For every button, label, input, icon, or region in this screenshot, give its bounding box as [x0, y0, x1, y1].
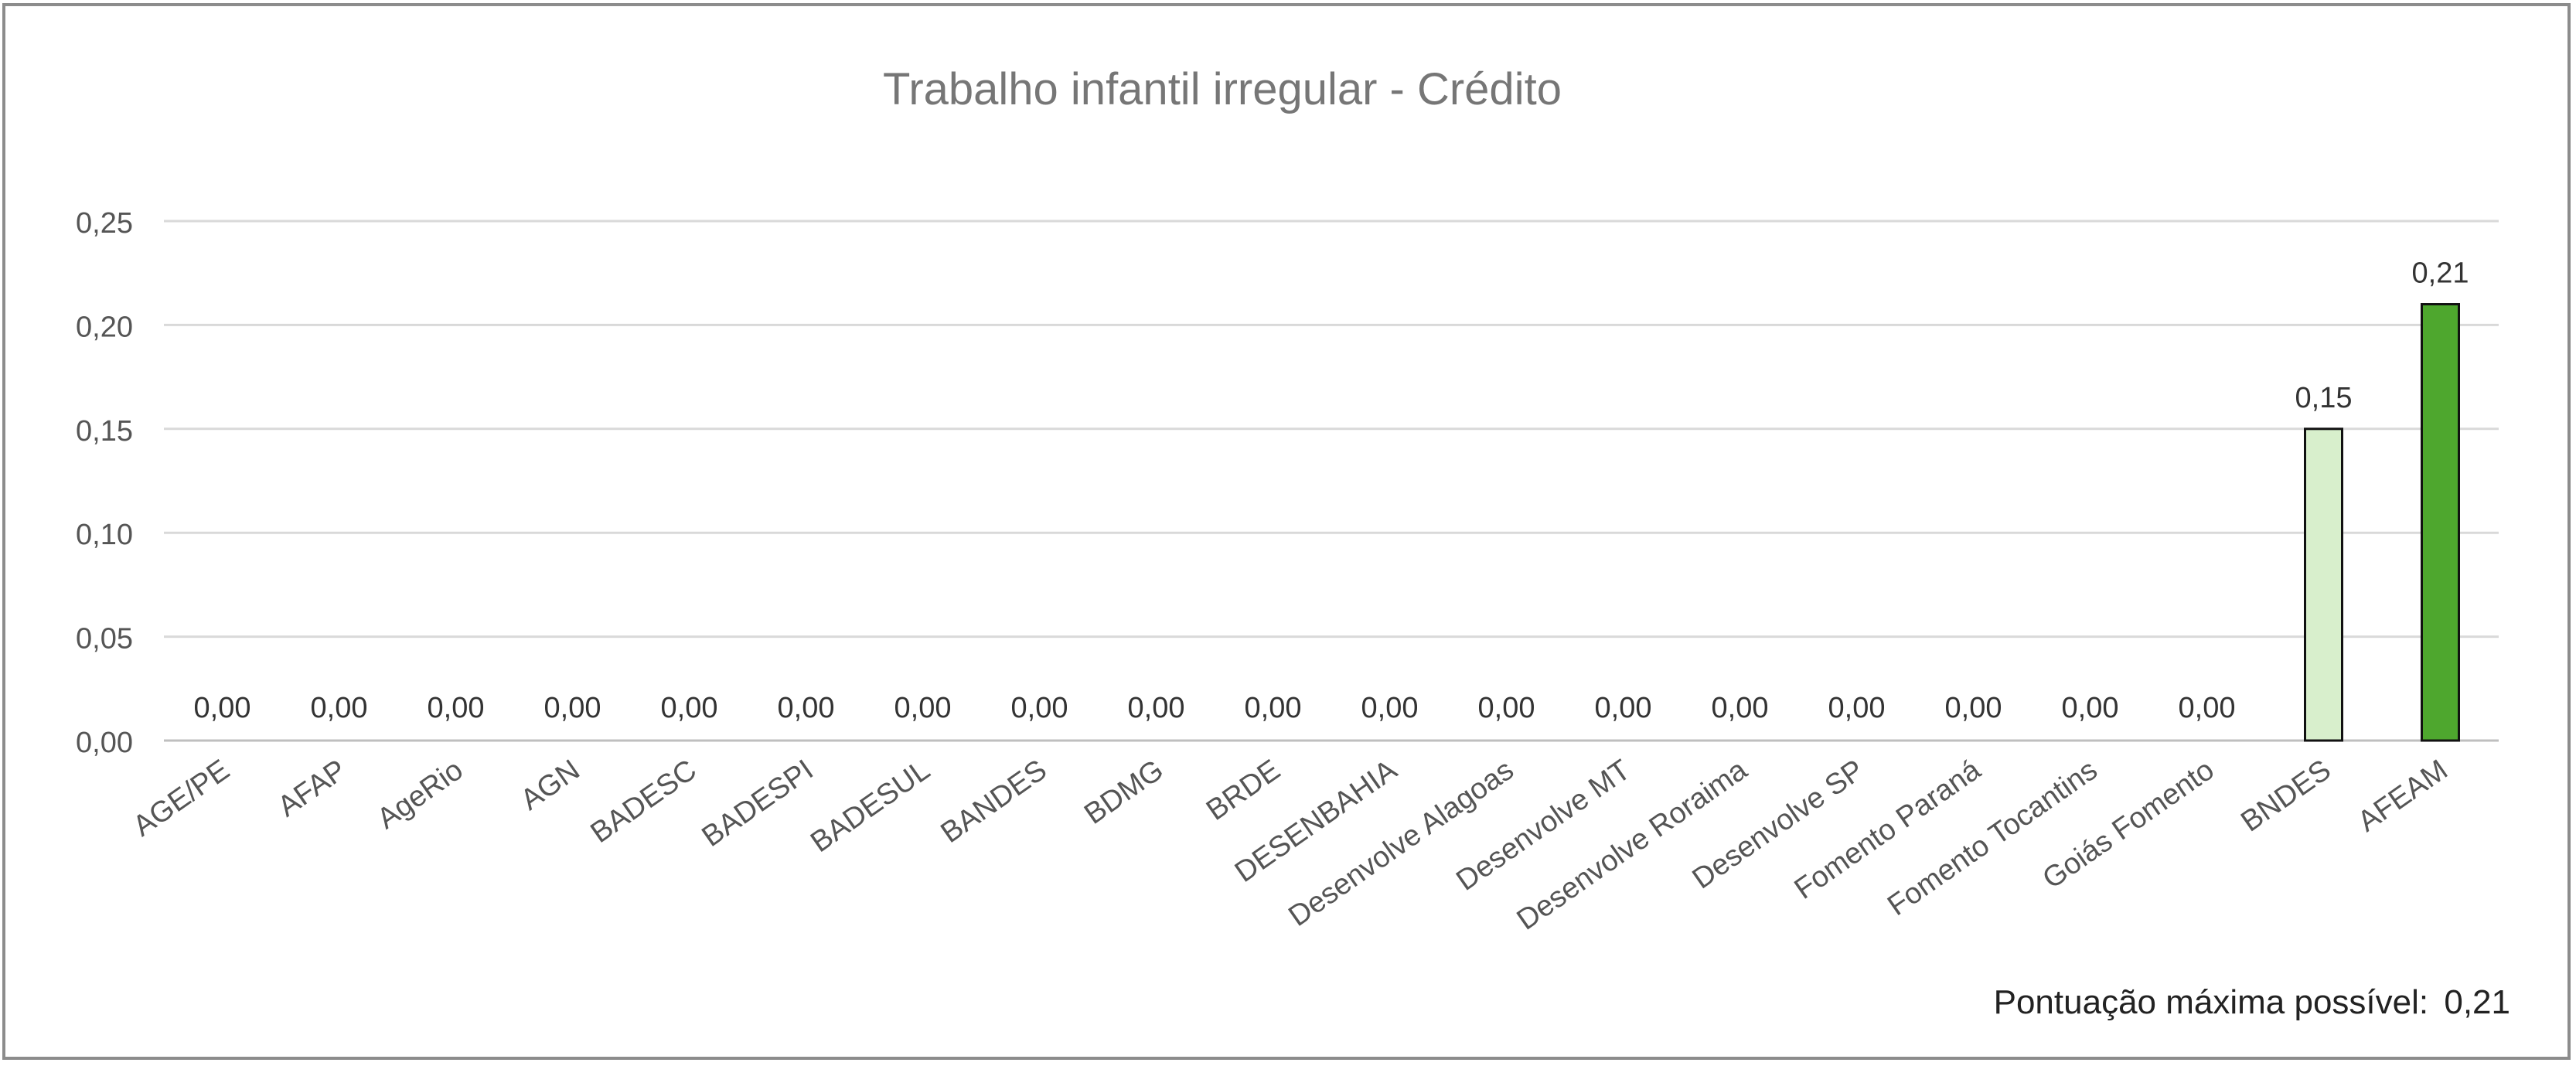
x-tick-label: BADESUL [805, 754, 935, 859]
data-label: 0,00 [428, 692, 485, 724]
data-label: 0,00 [1945, 692, 2002, 724]
y-tick-label: 0,05 [76, 623, 133, 656]
y-tick-label: 0,25 [76, 207, 133, 240]
data-label: 0,00 [1361, 692, 1419, 724]
data-label: 0,00 [194, 692, 251, 724]
data-label: 0,00 [2179, 692, 2236, 724]
max-score-label: Pontuação máxima possível: [1993, 983, 2429, 1021]
data-label: 0,00 [2062, 692, 2119, 724]
y-tick-label: 0,20 [76, 311, 133, 343]
data-label: 0,00 [1011, 692, 1068, 724]
data-label: 0,15 [2295, 382, 2353, 414]
x-tick-label: Fomento Tocantins [1882, 754, 2104, 922]
data-label: 0,00 [544, 692, 601, 724]
x-tick-label: AFAP [272, 754, 353, 823]
max-score-value: 0,21 [2444, 983, 2510, 1021]
max-score-note: Pontuação máxima possível: 0,21 [1988, 983, 2510, 1022]
data-label: 0,00 [894, 692, 952, 724]
data-label: 0,00 [1712, 692, 1769, 724]
data-label: 0,00 [1478, 692, 1535, 724]
x-tick-label: AgeRio [371, 754, 469, 836]
x-tick-label: BANDES [935, 754, 1053, 850]
data-label: 0,00 [661, 692, 718, 724]
x-tick-label: BADESC [585, 754, 703, 850]
data-label: 0,00 [1595, 692, 1652, 724]
x-tick-label: BADESPI [697, 754, 819, 853]
x-tick-label: AGE/PE [128, 754, 236, 843]
y-tick-label: 0,00 [76, 727, 133, 759]
data-label: 0,00 [1245, 692, 1302, 724]
y-tick-label: 0,15 [76, 415, 133, 448]
bar [2421, 303, 2460, 742]
bar [2304, 427, 2343, 742]
x-tick-label: BNDES [2235, 754, 2336, 838]
data-label: 0,21 [2412, 257, 2469, 290]
x-tick-label: BDMG [1078, 754, 1169, 831]
chart-title: Trabalho infantil irregular - Crédito [883, 64, 1562, 114]
data-label: 0,00 [311, 692, 368, 724]
data-label: 0,00 [1128, 692, 1185, 724]
x-tick-label: AGN [515, 754, 586, 817]
chart-frame [2, 3, 2571, 1060]
data-label: 0,00 [1828, 692, 1886, 724]
data-label: 0,00 [778, 692, 835, 724]
x-tick-label: BRDE [1201, 754, 1286, 827]
x-tick-label: AFEAM [2352, 754, 2453, 838]
y-tick-label: 0,10 [76, 519, 133, 551]
